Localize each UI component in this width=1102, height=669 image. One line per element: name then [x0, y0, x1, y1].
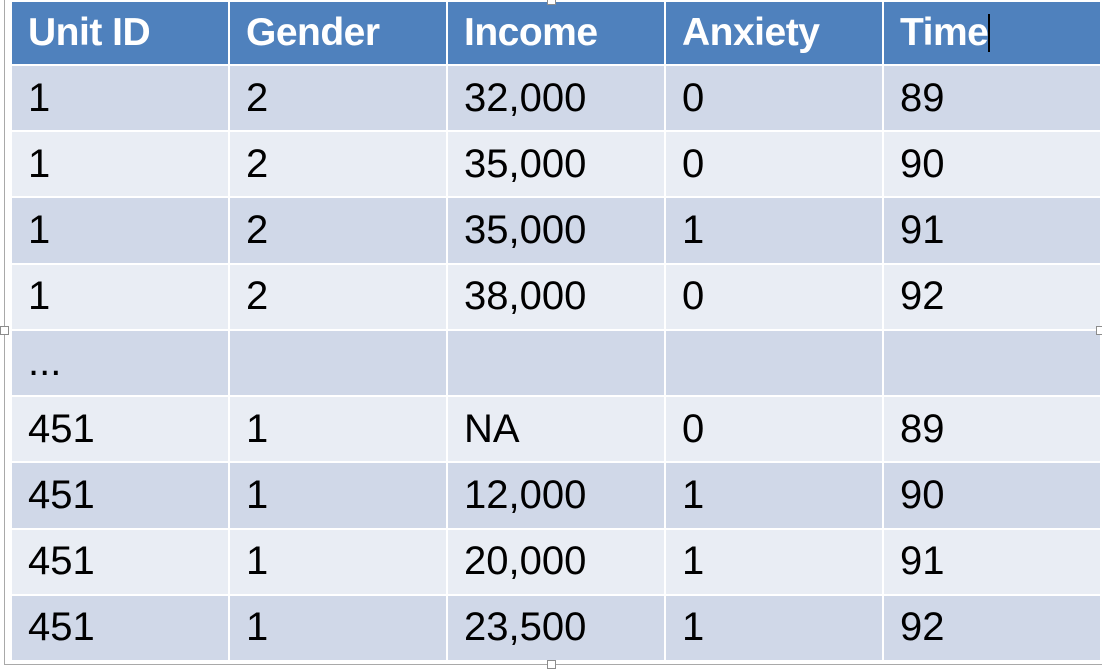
table-row: 451 1 12,000 1 90 — [10, 461, 1102, 530]
table-cell[interactable]: 451 — [10, 395, 230, 464]
data-table[interactable]: Unit ID Gender Income Anxiety Time 1 2 3… — [10, 0, 1102, 663]
table-cell[interactable] — [882, 328, 1102, 398]
table-cell[interactable] — [664, 328, 884, 398]
table-cell[interactable]: 90 — [882, 130, 1102, 199]
table-row: 451 1 NA 0 89 — [10, 395, 1102, 464]
table-cell[interactable]: 35,000 — [446, 130, 666, 199]
table-row: 1 2 35,000 0 90 — [10, 130, 1102, 199]
table-cell[interactable]: 451 — [10, 461, 230, 530]
table-cell[interactable]: 32,000 — [446, 63, 666, 133]
table-cell[interactable]: 38,000 — [446, 262, 666, 331]
table-cell[interactable]: 1 — [10, 130, 230, 199]
column-header-time[interactable]: Time — [882, 0, 1102, 66]
table-cell[interactable]: 1 — [228, 593, 448, 663]
table-cell[interactable]: 1 — [664, 196, 884, 265]
resize-handle-bottom[interactable] — [547, 660, 556, 669]
table-row: 1 2 35,000 1 91 — [10, 196, 1102, 265]
table-cell[interactable]: 2 — [228, 196, 448, 265]
table-cell[interactable]: 35,000 — [446, 196, 666, 265]
table-cell[interactable]: 23,500 — [446, 593, 666, 663]
table-cell[interactable]: NA — [446, 395, 666, 464]
column-header-anxiety[interactable]: Anxiety — [664, 0, 884, 66]
table-cell[interactable]: 1 — [228, 527, 448, 596]
table-cell[interactable]: 0 — [664, 130, 884, 199]
table-cell[interactable]: 1 — [228, 461, 448, 530]
column-header-gender[interactable]: Gender — [228, 0, 448, 66]
table-cell[interactable]: 1 — [228, 395, 448, 464]
table-row: 451 1 20,000 1 91 — [10, 527, 1102, 596]
table-cell[interactable]: 451 — [10, 527, 230, 596]
resize-handle-left[interactable] — [0, 326, 9, 335]
table-header-row: Unit ID Gender Income Anxiety Time — [10, 0, 1102, 66]
table-cell[interactable]: 91 — [882, 527, 1102, 596]
table-cell[interactable]: 1 — [10, 63, 230, 133]
table-cell[interactable]: 92 — [882, 262, 1102, 331]
table-cell[interactable]: ... — [10, 328, 230, 398]
table-row: 1 2 38,000 0 92 — [10, 262, 1102, 331]
table-cell[interactable]: 1 — [664, 461, 884, 530]
column-header-income[interactable]: Income — [446, 0, 666, 66]
table-cell[interactable]: 92 — [882, 593, 1102, 663]
table-cell[interactable]: 12,000 — [446, 461, 666, 530]
table-cell[interactable] — [446, 328, 666, 398]
table-row: 1 2 32,000 0 89 — [10, 63, 1102, 133]
table-cell[interactable]: 2 — [228, 63, 448, 133]
table-cell[interactable]: 2 — [228, 262, 448, 331]
resize-handle-right[interactable] — [1096, 326, 1102, 335]
resize-handle-top[interactable] — [547, 0, 556, 5]
table-cell[interactable]: 0 — [664, 262, 884, 331]
table-cell[interactable]: 1 — [664, 527, 884, 596]
table-cell[interactable]: 91 — [882, 196, 1102, 265]
table-cell[interactable]: 0 — [664, 63, 884, 133]
table-cell[interactable]: 2 — [228, 130, 448, 199]
table-cell[interactable]: 89 — [882, 395, 1102, 464]
table-cell[interactable]: 1 — [664, 593, 884, 663]
table-row: 451 1 23,500 1 92 — [10, 593, 1102, 663]
table-cell[interactable]: 0 — [664, 395, 884, 464]
column-header-unit-id[interactable]: Unit ID — [10, 0, 230, 66]
table-cell[interactable] — [228, 328, 448, 398]
table-cell[interactable]: 20,000 — [446, 527, 666, 596]
table-row-ellipsis: ... — [10, 328, 1102, 398]
table-cell[interactable]: 90 — [882, 461, 1102, 530]
column-header-time-label: Time — [900, 11, 989, 54]
table-cell[interactable]: 1 — [10, 196, 230, 265]
text-cursor — [988, 13, 991, 52]
table-cell[interactable]: 89 — [882, 63, 1102, 133]
table-cell[interactable]: 451 — [10, 593, 230, 663]
table-cell[interactable]: 1 — [10, 262, 230, 331]
